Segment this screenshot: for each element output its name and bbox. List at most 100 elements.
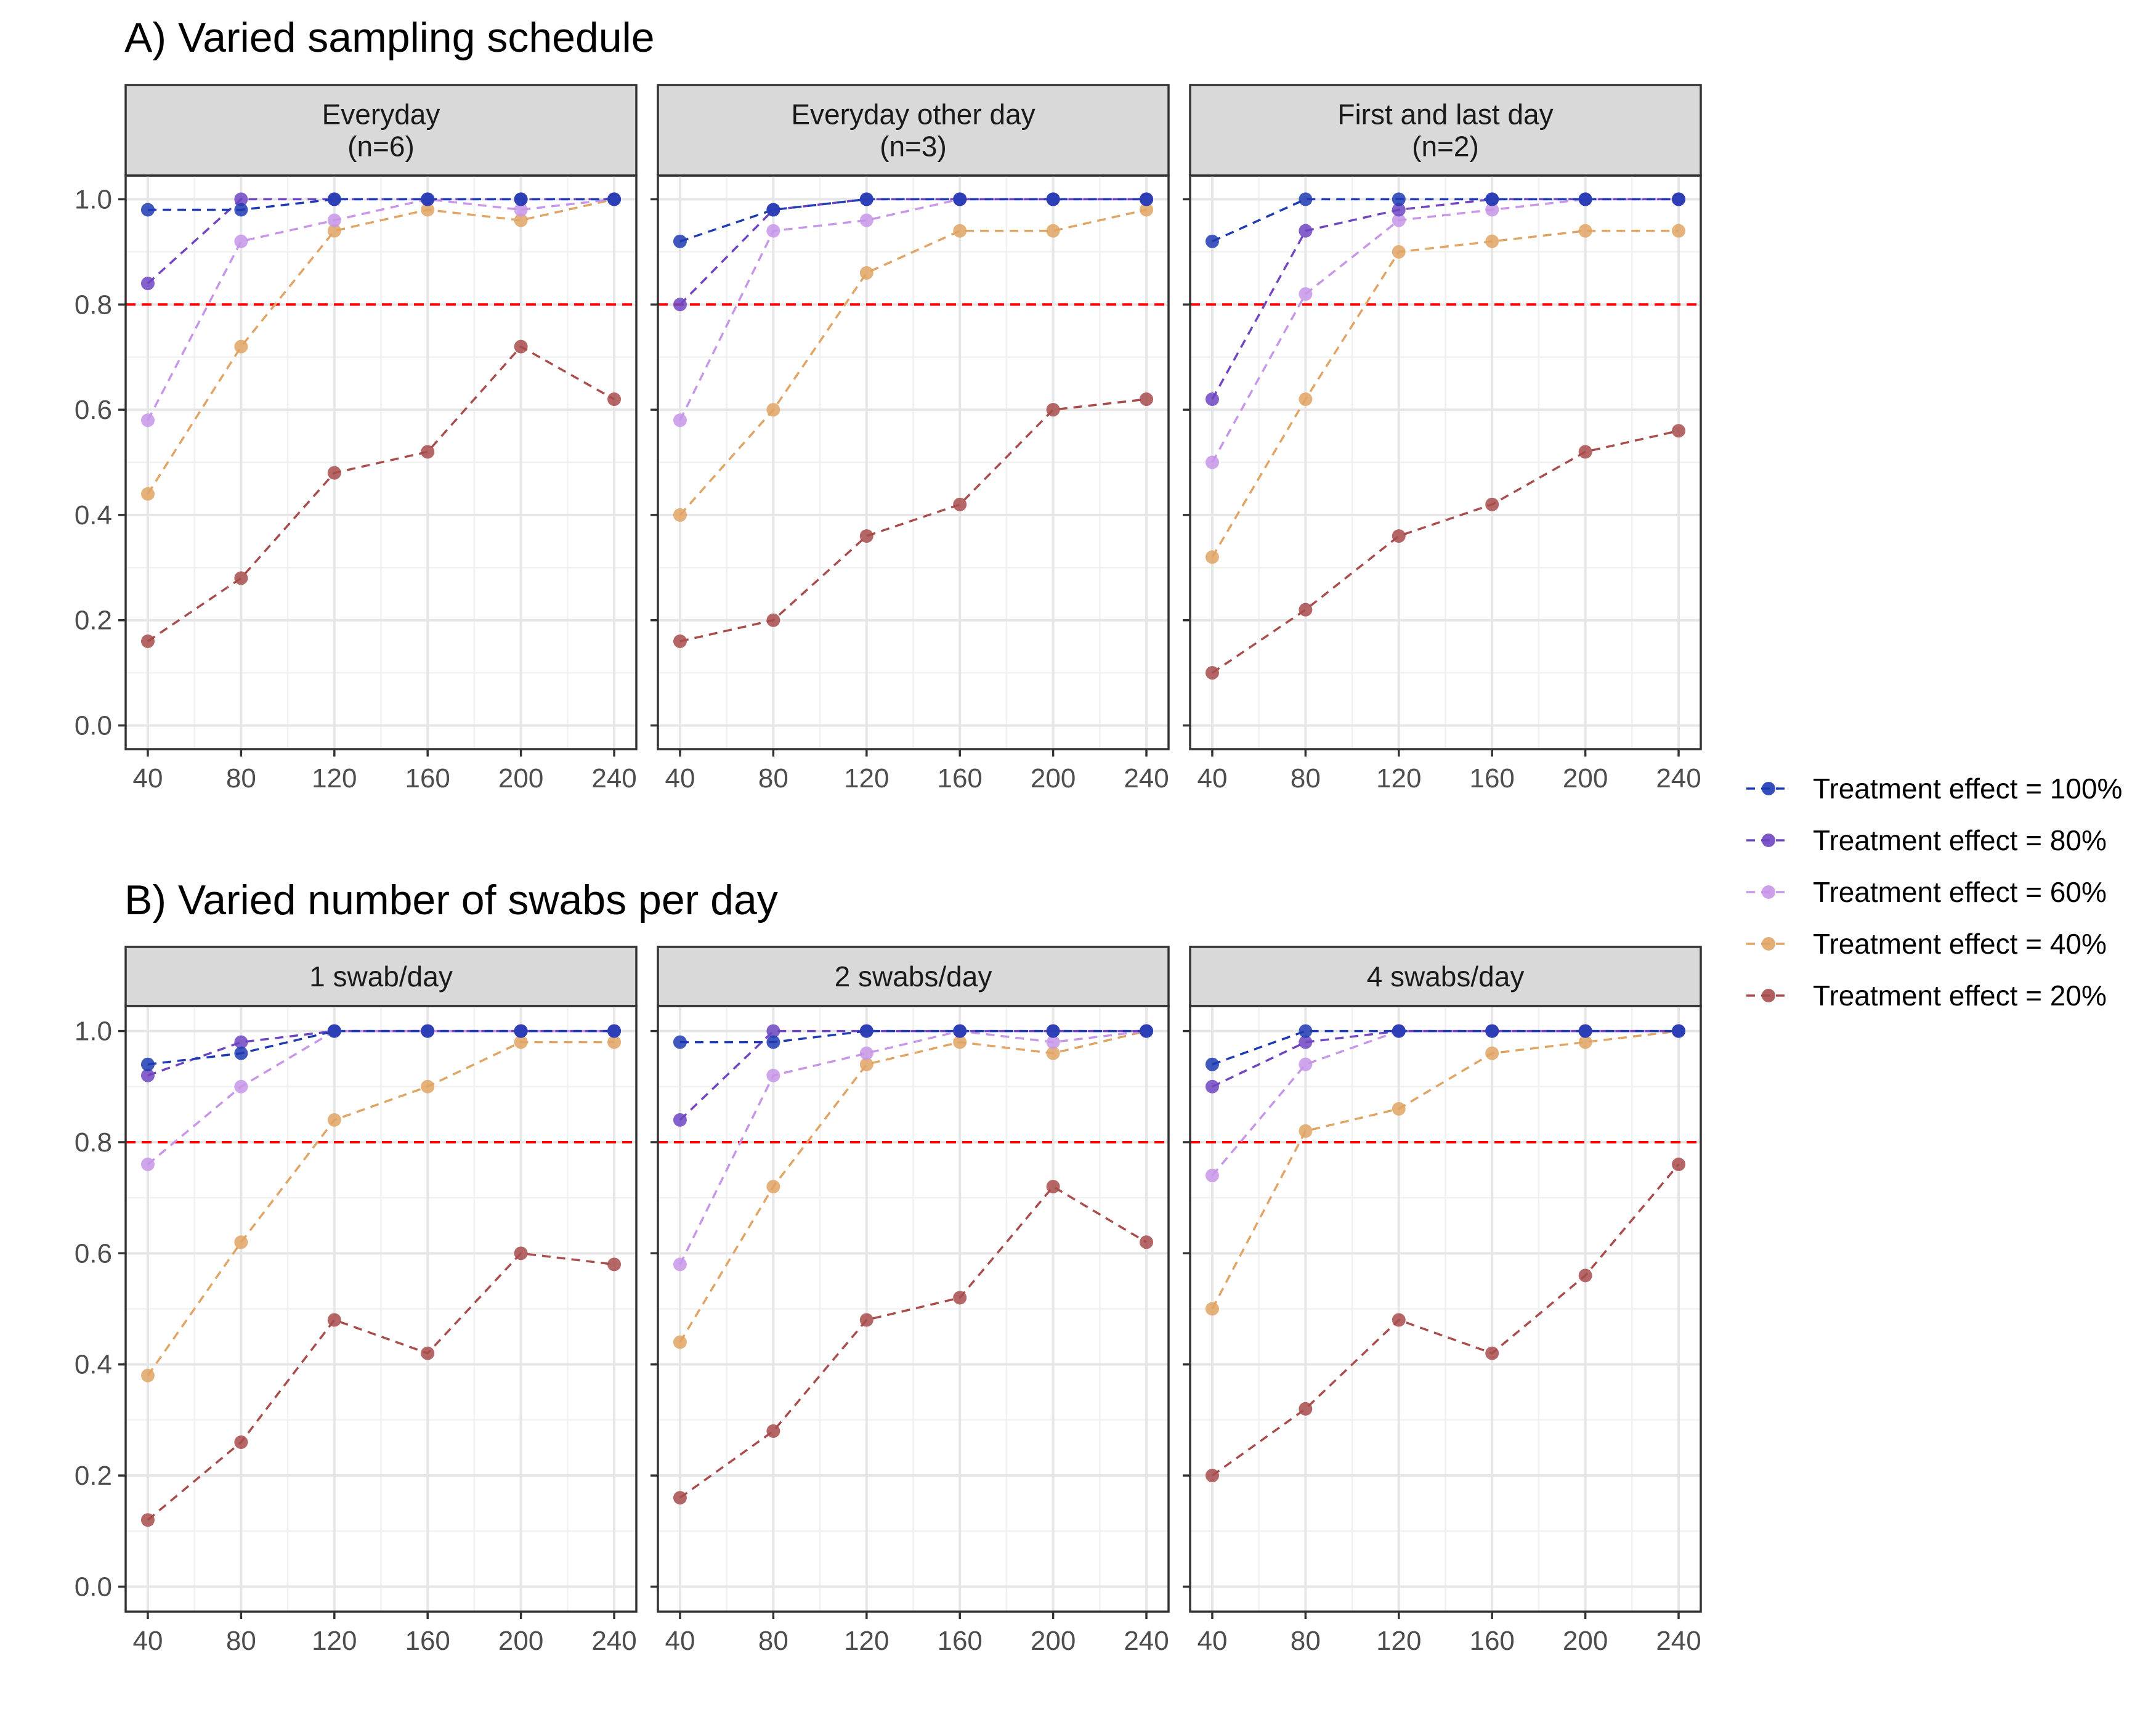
data-point <box>1578 445 1592 459</box>
data-point <box>766 224 780 238</box>
data-point <box>607 192 622 206</box>
x-tick-label: 160 <box>937 763 982 794</box>
data-point <box>514 1035 528 1049</box>
y-tick-label: 0.0 <box>75 711 112 741</box>
legend: Treatment effect = 100% Treatment effect … <box>1746 773 2122 1012</box>
data-point <box>140 1158 155 1172</box>
facet-strip-label: 2 swabs/day <box>835 960 992 992</box>
data-point <box>1485 1046 1499 1060</box>
data-point <box>234 339 248 354</box>
data-point <box>1392 1024 1406 1038</box>
data-point <box>140 1368 155 1382</box>
series-line <box>147 1041 614 1376</box>
data-point <box>327 1113 341 1127</box>
x-tick-label: 40 <box>1197 1626 1227 1656</box>
legend-label: Treatment effect = 80% <box>1813 824 2107 856</box>
data-point <box>1046 403 1060 417</box>
data-point <box>327 224 341 238</box>
data-point <box>607 392 622 407</box>
data-point <box>1392 213 1406 227</box>
data-point <box>1485 234 1499 248</box>
data-point <box>1485 1024 1499 1038</box>
legend-label: Treatment effect = 20% <box>1813 980 2107 1012</box>
data-point <box>1299 224 1313 238</box>
x-tick-label: 200 <box>1563 1626 1608 1656</box>
data-point <box>1205 392 1219 407</box>
series-line <box>147 198 615 421</box>
data-point <box>421 1024 435 1038</box>
y-tick-label: 0.6 <box>75 1238 112 1268</box>
data-point <box>140 203 155 217</box>
data-point <box>234 1235 248 1249</box>
data-point <box>1299 287 1313 301</box>
data-point <box>514 192 528 206</box>
x-tick-label: 200 <box>1563 763 1608 794</box>
data-point <box>234 234 248 248</box>
data-point <box>953 1024 967 1038</box>
data-point <box>1140 203 1154 217</box>
x-tick-label: 200 <box>1031 763 1076 794</box>
data-point <box>859 192 873 206</box>
data-point <box>234 192 248 206</box>
data-point <box>1046 1024 1060 1038</box>
data-point <box>1205 550 1219 564</box>
facet-panel: 4 swabs/day 40 80 120 160 200 240 <box>1183 946 1702 1656</box>
x-tick-label: 240 <box>1124 763 1169 794</box>
y-tick-label: 0.2 <box>75 1461 112 1491</box>
data-point <box>1299 1024 1313 1038</box>
data-point <box>607 1257 622 1272</box>
data-point <box>1299 1402 1313 1416</box>
data-point <box>1140 392 1154 407</box>
legend-item: Treatment effect = 100% <box>1746 773 2122 805</box>
facet-strip <box>1189 84 1702 177</box>
series-line <box>1211 198 1679 463</box>
data-point <box>1299 392 1313 407</box>
data-point <box>234 1079 248 1094</box>
data-point <box>953 192 967 206</box>
series-line <box>1211 229 1679 558</box>
panel-border <box>124 174 638 750</box>
series-line <box>679 208 1147 516</box>
series-line <box>1212 429 1679 674</box>
data-point <box>1299 1124 1313 1138</box>
data-point <box>673 1491 687 1505</box>
data-point <box>766 1180 780 1194</box>
data-point <box>1672 1158 1686 1172</box>
series-line <box>148 198 614 211</box>
facet-panel: 1 swab/day 40 80 120 160 200 240 0.0 0.2 0.4 0.6 0.… <box>75 946 638 1656</box>
legend-item: Treatment effect = 40% <box>1746 928 2107 960</box>
facet-panel: Everyday(n=6) 40 80 120 160 200 240 0.0 0.2 0.4 0.… <box>75 84 638 794</box>
data-point <box>1392 529 1406 543</box>
facet-strip <box>657 946 1170 1007</box>
data-point <box>859 1057 873 1071</box>
data-point <box>673 1113 687 1127</box>
facet-panel: Everyday other day(n=3) 40 80 120 160 200 240 <box>650 84 1170 794</box>
data-point <box>766 613 780 627</box>
series-line <box>147 345 615 643</box>
legend-label: Treatment effect = 40% <box>1813 928 2107 960</box>
y-tick-label: 0.8 <box>75 1127 112 1158</box>
data-point <box>766 1024 780 1038</box>
data-point <box>859 1024 873 1038</box>
data-point <box>607 1024 622 1038</box>
x-tick-label: 80 <box>758 763 788 794</box>
data-point <box>1392 203 1406 217</box>
facet-strip-label: (n=6) <box>347 131 415 163</box>
section-b-title: B) Varied number of swabs per day <box>124 877 778 923</box>
data-point <box>327 1024 341 1038</box>
facet-strip-label: (n=3) <box>880 131 947 163</box>
series-line <box>679 398 1147 643</box>
series-line <box>679 1029 1146 1121</box>
data-point <box>1205 455 1219 469</box>
x-tick-label: 80 <box>1291 1626 1321 1656</box>
legend-item: Treatment effect = 20% <box>1746 980 2107 1012</box>
x-tick-label: 160 <box>405 763 450 794</box>
series-line <box>147 198 615 495</box>
x-tick-label: 40 <box>665 1626 695 1656</box>
data-point <box>1672 424 1686 438</box>
x-tick-label: 200 <box>1031 1626 1076 1656</box>
data-point <box>140 634 155 648</box>
y-tick-label: 0.0 <box>75 1572 112 1602</box>
data-point <box>1578 192 1592 206</box>
data-point <box>140 1513 155 1527</box>
